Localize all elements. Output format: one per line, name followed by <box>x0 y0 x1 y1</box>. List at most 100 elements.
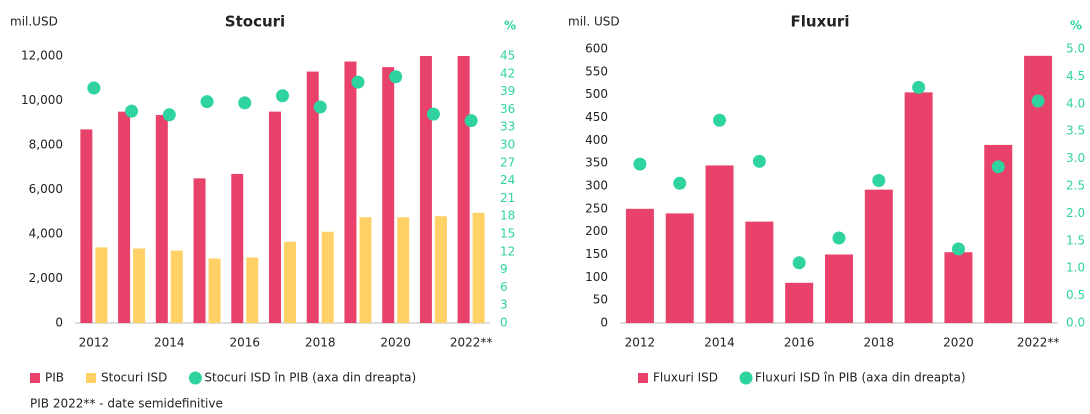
y2-tick-label: 36 <box>500 102 515 116</box>
footnote: PIB 2022** - date semidefinitive <box>30 397 223 411</box>
y-tick-label: 550 <box>585 64 608 78</box>
y2-tick-label: 2.0 <box>1066 206 1085 220</box>
x-tick-label: 2020 <box>380 336 411 350</box>
y-tick-label: 150 <box>585 247 608 261</box>
y-tick-label: 0 <box>600 316 608 330</box>
dot <box>200 95 214 109</box>
legend-label: Fluxuri ISD în PIB (axa din dreapta) <box>755 371 965 385</box>
y2-tick-label: 18 <box>500 209 515 223</box>
dot <box>951 242 965 256</box>
x-tick-label: 2016 <box>784 336 815 350</box>
dot <box>673 176 687 190</box>
y2-tick-label: 42 <box>500 66 515 80</box>
x-tick-label: 2018 <box>305 336 336 350</box>
bar <box>419 56 432 323</box>
legend-swatch <box>86 373 97 383</box>
y2-axis-unit: % <box>504 19 516 33</box>
bar <box>95 247 108 323</box>
legend-label: Stocuri ISD <box>101 371 167 385</box>
y2-tick-label: 12 <box>500 244 515 258</box>
bar <box>344 61 357 323</box>
legend-swatch <box>739 371 753 385</box>
y-tick-label: 4,000 <box>29 227 63 241</box>
legend-label: Fluxuri ISD <box>653 371 718 385</box>
bar <box>208 258 221 323</box>
x-tick-label: 2012 <box>625 336 656 350</box>
y-axis-unit: mil. USD <box>568 15 620 29</box>
y-tick-label: 100 <box>585 270 608 284</box>
y-tick-label: 50 <box>593 293 608 307</box>
y2-tick-label: 9 <box>500 262 508 276</box>
bar <box>284 241 296 323</box>
bar <box>434 216 447 323</box>
dot <box>426 107 440 121</box>
y2-tick-label: 30 <box>500 138 515 152</box>
bar <box>904 92 933 323</box>
dot <box>87 81 101 95</box>
y2-tick-label: 0 <box>500 316 508 330</box>
legend-swatch <box>638 373 648 383</box>
dot <box>125 104 139 118</box>
bar <box>984 144 1013 323</box>
legend-label: Stocuri ISD în PIB (axa din dreapta) <box>204 371 416 385</box>
y-axis-unit: mil.USD <box>10 15 58 29</box>
x-tick-label: 2016 <box>229 336 260 350</box>
dot <box>633 157 647 171</box>
x-tick-label: 2018 <box>864 336 895 350</box>
y-tick-label: 2,000 <box>29 271 63 285</box>
x-tick-label: 2014 <box>154 336 185 350</box>
bar <box>155 114 168 324</box>
y2-tick-label: 2.5 <box>1066 179 1085 193</box>
y2-tick-label: 0.5 <box>1066 288 1085 302</box>
y2-tick-label: 3.5 <box>1066 124 1085 138</box>
y2-tick-label: 6 <box>500 280 508 294</box>
bar <box>170 250 183 323</box>
y2-tick-label: 15 <box>500 227 515 241</box>
y2-tick-label: 1.5 <box>1066 233 1085 247</box>
dot <box>351 75 365 89</box>
dot <box>464 114 478 128</box>
bar <box>193 178 206 323</box>
y2-tick-label: 5.0 <box>1066 42 1085 56</box>
bar <box>745 221 774 323</box>
x-tick-label: 2020 <box>943 336 974 350</box>
chart-title: Fluxuri <box>791 13 850 31</box>
legend-swatch <box>188 371 202 385</box>
y2-tick-label: 1.0 <box>1066 261 1085 275</box>
y2-tick-label: 4.0 <box>1066 96 1085 110</box>
bar <box>472 212 485 323</box>
bar <box>785 282 814 323</box>
bar <box>231 173 244 323</box>
y2-tick-label: 3 <box>500 298 508 312</box>
y-tick-label: 200 <box>585 224 608 238</box>
y2-tick-label: 33 <box>500 120 515 134</box>
legend-label: PIB <box>45 371 64 385</box>
y-tick-label: 6,000 <box>29 182 63 196</box>
legend-swatch <box>30 373 40 383</box>
x-tick-label: 2014 <box>704 336 735 350</box>
y2-tick-label: 24 <box>500 173 515 187</box>
dot <box>238 96 252 110</box>
dot <box>872 174 886 188</box>
bar <box>665 213 694 323</box>
dot <box>832 231 846 245</box>
y-tick-label: 500 <box>585 87 608 101</box>
x-tick-label: 2022** <box>1017 336 1060 350</box>
dot <box>276 89 289 103</box>
dot <box>162 108 176 122</box>
dot <box>912 80 926 94</box>
y-tick-label: 450 <box>585 110 608 124</box>
y-tick-label: 250 <box>585 201 608 215</box>
dot <box>713 113 727 127</box>
y-tick-label: 12,000 <box>21 49 63 63</box>
chart-title: Stocuri <box>225 13 285 31</box>
bar <box>359 217 372 323</box>
y-tick-label: 350 <box>585 156 608 170</box>
bar <box>269 111 281 323</box>
bar <box>306 71 319 323</box>
bar <box>864 189 893 323</box>
y2-tick-label: 4.5 <box>1066 69 1085 83</box>
bar <box>118 111 131 323</box>
bar <box>246 257 259 323</box>
